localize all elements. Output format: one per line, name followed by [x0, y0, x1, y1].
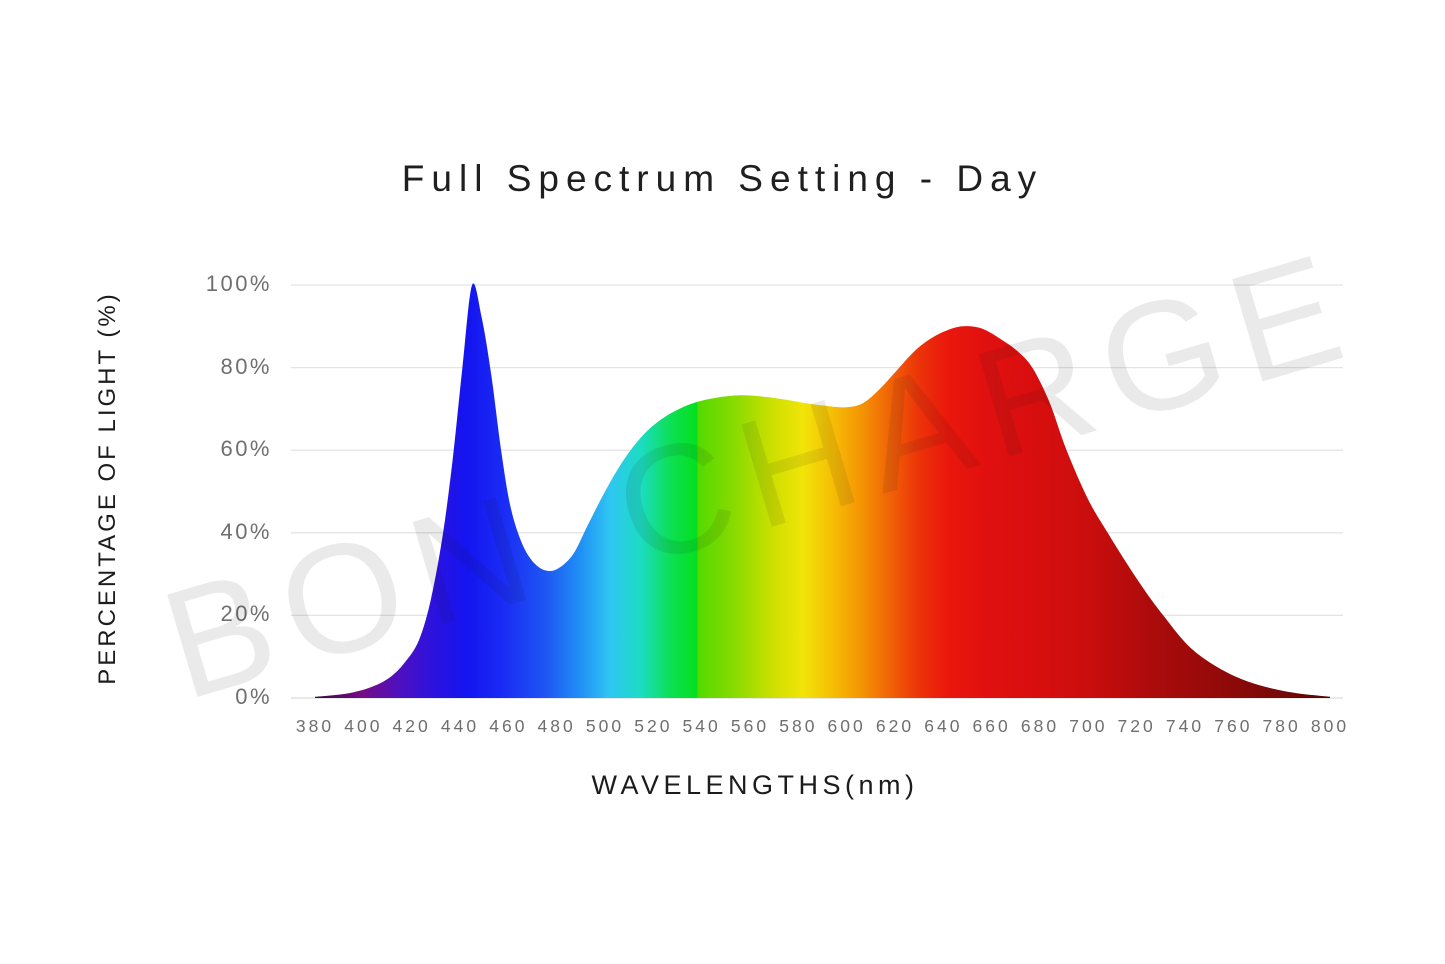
- x-tick-label: 500: [585, 716, 625, 736]
- x-tick-label: 600: [827, 716, 866, 736]
- x-tick-label: 700: [1069, 716, 1108, 736]
- x-tick-label: 720: [1117, 716, 1156, 736]
- chart-title: Full Spectrum Setting - Day: [401, 158, 1044, 199]
- y-tick-label: 20%: [220, 601, 272, 627]
- x-tick-label: 680: [1020, 716, 1060, 736]
- x-tick-label: 620: [875, 716, 915, 736]
- x-tick-label: 660: [972, 716, 1011, 736]
- y-tick-label: 100%: [205, 271, 272, 296]
- x-axis-title: WAVELENGTHS(nm): [591, 770, 919, 800]
- x-tick-label: 800: [1310, 716, 1350, 736]
- x-tick-label: 540: [682, 716, 721, 736]
- x-tick-label: 560: [730, 716, 770, 736]
- y-tick-label: 0%: [235, 684, 272, 709]
- x-tick-label: 380: [295, 716, 335, 736]
- spectrum-area: [315, 283, 1330, 698]
- x-tick-label: 440: [440, 716, 480, 736]
- x-tick-label: 780: [1262, 716, 1301, 736]
- x-tick-label: 400: [344, 716, 383, 736]
- y-tick-label: 40%: [220, 518, 272, 544]
- x-tick-label: 520: [634, 716, 673, 736]
- y-tick-label: 80%: [220, 353, 272, 379]
- x-tick-label: 420: [392, 716, 431, 736]
- x-tick-label: 640: [924, 716, 963, 736]
- x-tick-label: 580: [779, 716, 818, 736]
- y-tick-label: 60%: [220, 436, 272, 462]
- x-tick-label: 760: [1214, 716, 1253, 736]
- x-tick-label: 460: [489, 716, 528, 736]
- x-tick-label: 480: [537, 716, 576, 736]
- x-tick-label: 740: [1165, 716, 1205, 736]
